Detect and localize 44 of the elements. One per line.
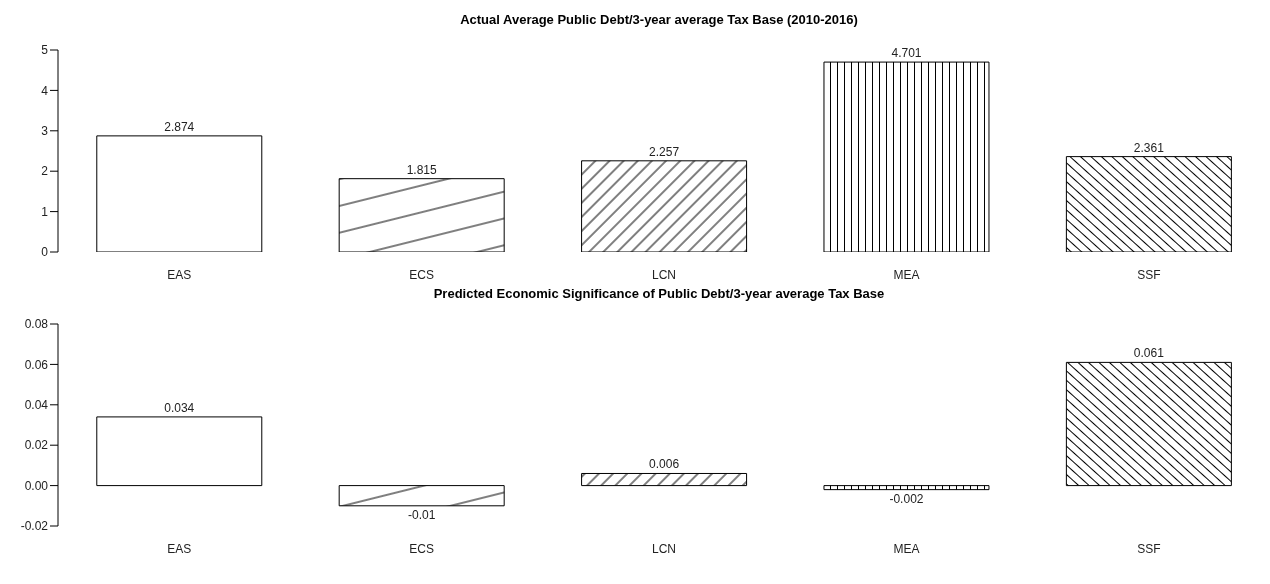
data-label: 0.006 (649, 457, 680, 472)
bar (823, 485, 990, 491)
bar (1065, 361, 1232, 487)
x-tick-label: SSF (1137, 267, 1161, 282)
y-tick-label: -0.02 (20, 519, 49, 534)
y-tick-label: 2 (41, 164, 49, 179)
chart-title: Predicted Economic Significance of Public Debt/3-year average Tax Base (432, 285, 886, 303)
chart-title: Actual Average Public Debt/3-year average Tax Base (2010-2016) (459, 11, 859, 29)
x-tick-label: ECS (409, 267, 434, 282)
data-label: 2.874 (164, 119, 195, 134)
y-tick-label: 0 (41, 245, 49, 260)
x-tick-label: EAS (167, 541, 192, 556)
x-tick-label: ECS (409, 541, 434, 556)
y-tick-label: 0.02 (24, 438, 49, 453)
bar (581, 472, 748, 487)
data-label: 0.061 (1133, 346, 1165, 361)
data-label: 4.701 (891, 46, 922, 61)
y-tick-label: 0.00 (24, 478, 49, 493)
x-tick-label: MEA (893, 267, 920, 282)
y-tick-label: 5 (41, 43, 49, 58)
bar (96, 135, 263, 252)
bar (96, 416, 263, 487)
y-tick-label: 0.06 (24, 357, 49, 372)
y-tick-label: 4 (41, 83, 49, 98)
bar (338, 485, 505, 507)
bar (1065, 156, 1232, 252)
y-tick-label: 0.08 (24, 317, 49, 332)
data-label: -0.01 (408, 507, 436, 522)
y-tick-label: 3 (41, 124, 49, 139)
x-tick-label: LCN (651, 541, 677, 556)
y-tick-label: 1 (41, 204, 49, 219)
data-label: -0.002 (889, 491, 924, 506)
data-label: 2.257 (649, 144, 680, 159)
bar (581, 160, 748, 252)
bar (338, 178, 505, 252)
x-tick-label: SSF (1137, 541, 1161, 556)
x-tick-label: EAS (167, 267, 192, 282)
y-tick-label: 0.04 (24, 398, 49, 413)
data-label: 0.034 (164, 400, 195, 415)
data-label: 1.815 (406, 162, 438, 177)
data-label: 2.361 (1133, 140, 1165, 155)
x-tick-label: LCN (651, 267, 677, 282)
x-tick-label: MEA (893, 541, 920, 556)
bar (823, 61, 990, 252)
